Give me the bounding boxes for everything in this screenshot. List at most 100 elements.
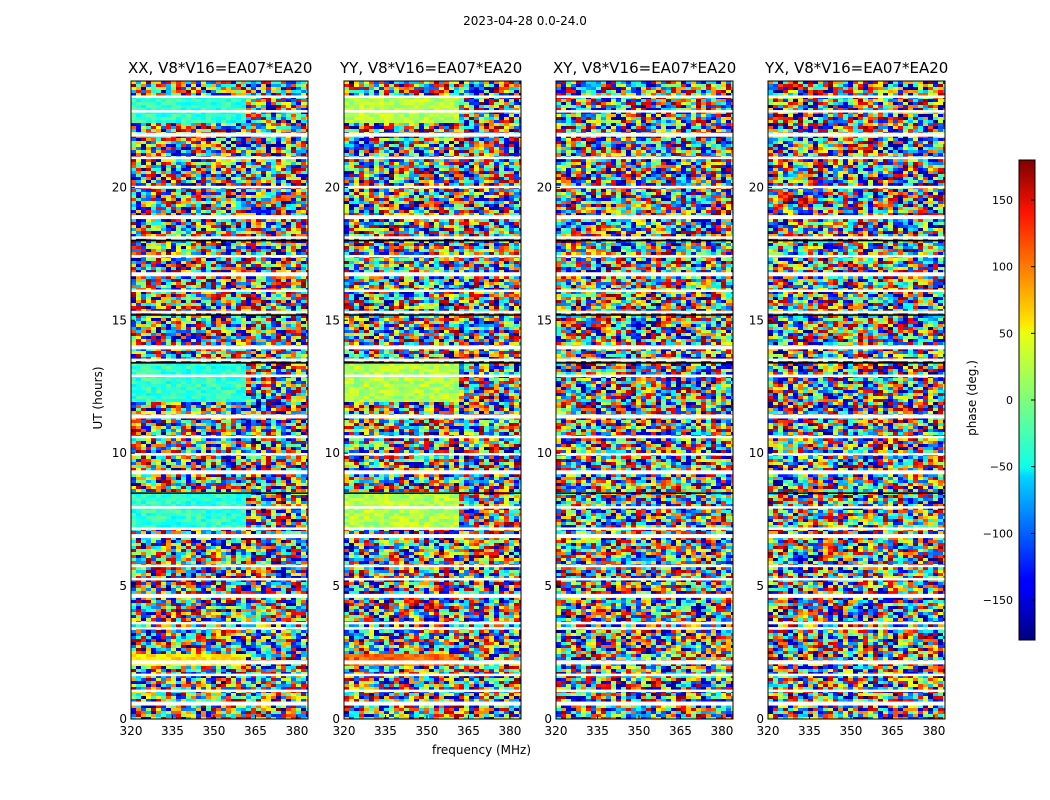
phase-cell xyxy=(251,159,256,162)
phase-cell xyxy=(261,144,266,147)
phase-cell xyxy=(301,210,306,213)
phase-cell xyxy=(266,201,271,204)
phase-cell xyxy=(291,207,296,210)
phase-cell xyxy=(221,123,226,126)
phase-cell xyxy=(256,120,261,123)
phase-cell xyxy=(226,87,231,90)
phase-cell xyxy=(271,177,276,180)
phase-cell xyxy=(216,123,221,126)
phase-cell xyxy=(276,207,281,210)
phase-cell xyxy=(176,87,181,90)
phase-cell xyxy=(296,204,301,207)
phase-cell xyxy=(281,183,286,186)
phase-cell xyxy=(151,144,156,147)
phase-cell xyxy=(236,90,241,93)
phase-cell xyxy=(241,129,246,132)
phase-cell xyxy=(251,117,256,120)
phase-cell xyxy=(151,174,156,177)
phase-cell xyxy=(241,195,246,198)
phase-cell xyxy=(161,183,166,186)
phase-cell xyxy=(246,90,251,93)
phase-cell xyxy=(176,177,181,180)
phase-cell xyxy=(161,129,166,132)
phase-cell xyxy=(251,105,256,108)
phase-cell xyxy=(276,153,281,156)
phase-cell xyxy=(181,183,186,186)
phase-cell xyxy=(281,117,286,120)
phase-cell xyxy=(286,171,291,174)
phase-cell xyxy=(131,102,136,105)
phase-cell xyxy=(151,105,156,108)
phase-cell xyxy=(301,168,306,171)
phase-cell xyxy=(146,120,151,123)
phase-cell xyxy=(266,174,271,177)
phase-cell xyxy=(216,99,221,102)
phase-cell xyxy=(301,171,306,174)
phase-cell xyxy=(196,141,201,144)
phase-cell xyxy=(231,144,236,147)
phase-cell xyxy=(251,84,256,87)
phase-cell xyxy=(146,90,151,93)
phase-cell xyxy=(136,189,141,192)
phase-cell xyxy=(206,210,211,213)
phase-cell xyxy=(256,144,261,147)
phase-cell xyxy=(196,90,201,93)
phase-cell xyxy=(146,171,151,174)
phase-cell xyxy=(166,174,171,177)
phase-cell xyxy=(271,129,276,132)
phase-cell xyxy=(286,165,291,168)
phase-cell xyxy=(291,174,296,177)
phase-cell xyxy=(236,138,241,141)
phase-cell xyxy=(136,105,141,108)
phase-cell xyxy=(151,195,156,198)
phase-cell xyxy=(166,114,171,117)
phase-cell xyxy=(216,201,221,204)
phase-cell xyxy=(151,183,156,186)
phase-cell xyxy=(161,210,166,213)
phase-cell xyxy=(266,177,271,180)
phase-cell xyxy=(206,117,211,120)
phase-cell xyxy=(151,201,156,204)
phase-cell xyxy=(251,99,256,102)
phase-cell xyxy=(301,201,306,204)
phase-cell xyxy=(296,192,301,195)
phase-cell xyxy=(261,180,266,183)
phase-cell xyxy=(141,102,146,105)
phase-cell xyxy=(236,126,241,129)
phase-cell xyxy=(136,195,141,198)
phase-cell xyxy=(271,180,276,183)
phase-cell xyxy=(251,144,256,147)
phase-cell xyxy=(186,198,191,201)
phase-cell xyxy=(186,195,191,198)
phase-cell xyxy=(131,138,136,141)
phase-cell xyxy=(186,84,191,87)
phase-cell xyxy=(226,192,231,195)
phase-cell xyxy=(281,174,286,177)
phase-cell xyxy=(156,99,161,102)
phase-cell xyxy=(131,126,136,129)
phase-cell xyxy=(296,147,301,150)
phase-cell xyxy=(206,105,211,108)
phase-cell xyxy=(231,201,236,204)
phase-cell xyxy=(236,144,241,147)
phase-cell xyxy=(136,120,141,123)
phase-cell xyxy=(171,141,176,144)
phase-cell xyxy=(276,201,281,204)
phase-cell xyxy=(176,153,181,156)
phase-cell xyxy=(201,138,206,141)
phase-cell xyxy=(231,207,236,210)
phase-cell xyxy=(151,114,156,117)
phase-cell xyxy=(271,201,276,204)
phase-cell xyxy=(251,87,256,90)
phase-cell xyxy=(141,147,146,150)
phase-cell xyxy=(211,138,216,141)
phase-cell xyxy=(301,114,306,117)
phase-cell xyxy=(131,180,136,183)
phase-cell xyxy=(276,87,281,90)
phase-cell xyxy=(166,195,171,198)
phase-cell xyxy=(261,84,266,87)
phase-cell xyxy=(241,117,246,120)
phase-cell xyxy=(271,204,276,207)
phase-cell xyxy=(216,195,221,198)
phase-cell xyxy=(211,141,216,144)
